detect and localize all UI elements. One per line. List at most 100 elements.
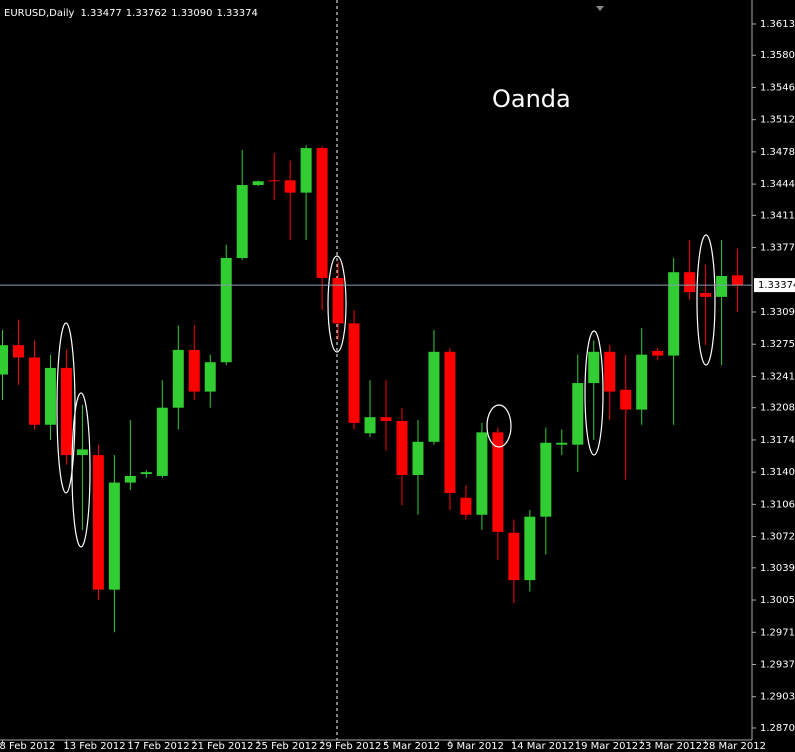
candle-body	[732, 275, 744, 286]
candle-body	[396, 420, 408, 475]
candle-body	[172, 349, 184, 408]
candle-body	[684, 272, 696, 293]
chart-header: EURUSD,Daily 1.33477 1.33762 1.33090 1.33374	[4, 8, 258, 19]
candle-body	[652, 350, 664, 356]
y-tick-label: 1.35120	[760, 115, 795, 126]
y-tick-label: 1.29030	[760, 692, 795, 703]
symbol: EURUSD,Daily	[4, 8, 75, 19]
highlight-ellipse	[327, 255, 347, 353]
y-tick-label: 1.29710	[760, 627, 795, 638]
y-tick-label: 1.30720	[760, 532, 795, 543]
candle-body	[252, 181, 264, 186]
candle-body	[380, 417, 392, 421]
shift-marker	[596, 6, 604, 11]
highlight-ellipse	[56, 322, 76, 494]
candle-body	[28, 357, 40, 425]
highlights	[56, 234, 716, 548]
candle-body	[556, 442, 568, 445]
x-tick-label: 9 Mar 2012	[447, 741, 504, 752]
x-tick-label: 29 Feb 2012	[319, 741, 381, 752]
candle-body	[108, 482, 120, 590]
ohlc: 1.33374	[217, 8, 258, 19]
candle-body	[540, 442, 552, 517]
candle-body	[204, 362, 216, 392]
candle-body	[140, 472, 152, 475]
candle-body	[428, 351, 440, 442]
candle-body	[0, 345, 8, 375]
candle-body	[460, 497, 472, 515]
candle-body	[60, 367, 72, 456]
y-tick-label: 1.33090	[760, 307, 795, 318]
x-tick-label: 21 Feb 2012	[191, 741, 253, 752]
x-tick-label: 13 Feb 2012	[63, 741, 125, 752]
y-tick-label: 1.31400	[760, 467, 795, 478]
candle-body	[572, 383, 584, 445]
candle-body	[716, 276, 728, 297]
x-tick-label: 25 Feb 2012	[255, 741, 317, 752]
candle-body	[604, 351, 616, 392]
candle-body	[524, 516, 536, 581]
y-tick-label: 1.30390	[760, 563, 795, 574]
y-tick-label: 1.30050	[760, 595, 795, 606]
y-tick-label: 1.29370	[760, 659, 795, 670]
x-tick-label: 17 Feb 2012	[127, 741, 189, 752]
highlight-ellipse	[584, 330, 604, 456]
y-tick-label: 1.34780	[760, 147, 795, 158]
candle-body	[444, 351, 456, 493]
current-price-box	[754, 278, 795, 293]
candle-body	[316, 148, 328, 278]
y-tick-label: 1.34440	[760, 179, 795, 190]
x-tick-label: 8 Feb 2012	[0, 741, 55, 752]
highlight-ellipse	[71, 392, 91, 548]
candle-body	[636, 354, 648, 410]
candle-body	[268, 180, 280, 182]
candle-body	[76, 449, 88, 456]
ohlc: 1.33477	[80, 8, 121, 19]
candle-body	[620, 389, 632, 410]
y-tick-label: 1.35800	[760, 50, 795, 61]
x-tick-label: 28 Mar 2012	[703, 741, 766, 752]
y-tick-label: 1.28700	[760, 723, 795, 734]
candle-body	[700, 293, 712, 297]
candle-body	[92, 455, 104, 590]
y-tick-label: 1.32080	[760, 403, 795, 414]
highlight-ellipse	[696, 234, 716, 366]
x-tick-label: 23 Mar 2012	[639, 741, 702, 752]
candle-body	[44, 367, 56, 425]
ohlc: 1.33762	[126, 8, 167, 19]
y-tick-label: 1.34110	[760, 210, 795, 221]
current-price-label: 1.33374	[758, 280, 795, 291]
candle-body	[348, 323, 360, 423]
candle-body	[188, 349, 200, 392]
y-tick-label: 1.36130	[760, 19, 795, 30]
candle-body	[364, 417, 376, 434]
candle-body	[236, 185, 248, 259]
highlight-ellipse	[486, 404, 512, 448]
annotation: Oanda	[492, 85, 571, 113]
candle-body	[412, 441, 424, 475]
y-tick-label: 1.33770	[760, 243, 795, 254]
candle-body	[300, 148, 312, 193]
candle-body	[220, 258, 232, 363]
candle-body	[508, 532, 520, 581]
ohlc: 1.33090	[171, 8, 212, 19]
x-tick-label: 5 Mar 2012	[383, 741, 440, 752]
candle-body	[588, 351, 600, 384]
x-tick-label: 19 Mar 2012	[575, 741, 638, 752]
y-tick-label: 1.32750	[760, 339, 795, 350]
candle-body	[156, 407, 168, 476]
x-tick-label: 14 Mar 2012	[511, 741, 574, 752]
y-tick-label: 1.35460	[760, 82, 795, 93]
candle-body	[124, 475, 136, 483]
candle-body	[668, 272, 680, 356]
candle-body	[476, 432, 488, 515]
candle-body	[12, 345, 24, 358]
y-tick-label: 1.32410	[760, 371, 795, 382]
candle-body	[332, 277, 344, 324]
y-tick-label: 1.31060	[760, 499, 795, 510]
candle-body	[492, 432, 504, 532]
y-tick-label: 1.31740	[760, 435, 795, 446]
candle-body	[284, 180, 296, 193]
